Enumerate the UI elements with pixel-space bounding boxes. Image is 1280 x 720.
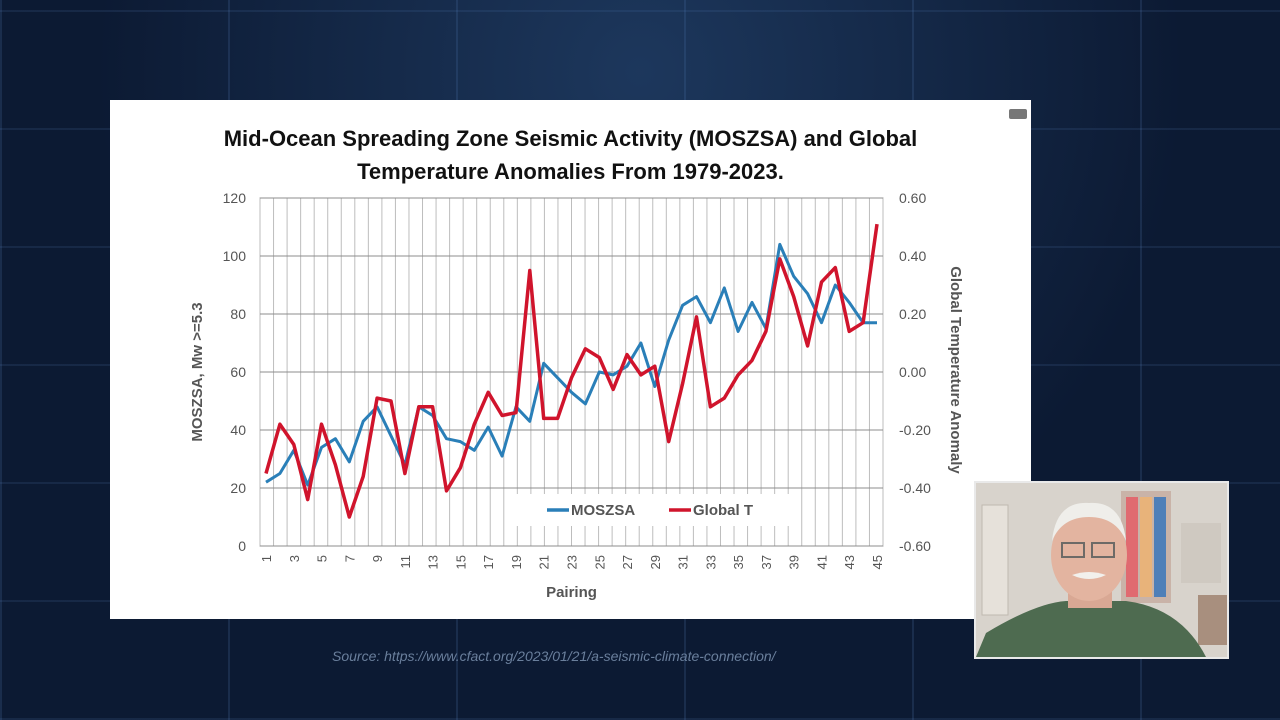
y-left-tick-label: 40 [230, 422, 246, 438]
x-tick-label: 17 [481, 555, 496, 569]
x-tick-label: 3 [287, 555, 302, 562]
chart-title: Mid-Ocean Spreading Zone Seismic Activit… [110, 122, 1031, 188]
legend-label-global-t: Global T [693, 502, 753, 519]
x-tick-label: 37 [759, 555, 774, 569]
x-tick-label: 21 [537, 555, 552, 569]
chart: 0 20 40 60 80 100 120 0.60 0.40 0.20 0.00 -0.20 -0.4… [189, 190, 964, 601]
x-tick-label: 23 [565, 555, 580, 569]
x-tick-label: 29 [648, 555, 663, 569]
x-tick-label: 1 [259, 555, 274, 562]
y-right-tick-label: -0.20 [899, 422, 931, 438]
y-right-tick-label: 0.60 [899, 190, 926, 206]
y-right-tick-label: -0.40 [899, 480, 931, 496]
presenter-video-icon [976, 483, 1227, 657]
y-right-tick-label: 0.00 [899, 364, 926, 380]
chart-title-line-2: Temperature Anomalies From 1979-2023. [357, 159, 784, 184]
y-left-tick-label: 80 [230, 306, 246, 322]
presenter-webcam [974, 481, 1229, 659]
y-left-tick-label: 0 [238, 538, 246, 554]
legend-label-moszsa: MOSZSA [571, 502, 635, 519]
x-tick-label: 7 [342, 555, 357, 562]
x-tick-label: 11 [398, 555, 413, 569]
x-tick-label: 31 [676, 555, 691, 569]
y-left-tick-label: 100 [223, 248, 247, 264]
slide: Mid-Ocean Spreading Zone Seismic Activit… [110, 100, 1031, 619]
source-caption: Source: https://www.cfact.org/2023/01/21… [332, 648, 776, 664]
x-tick-label: 41 [814, 555, 829, 569]
x-tick-label: 25 [592, 555, 607, 569]
x-tick-label: 27 [620, 555, 635, 569]
minimize-icon[interactable] [1009, 109, 1027, 119]
y-right-tick-label: -0.60 [899, 538, 931, 554]
y-left-tick-label: 20 [230, 480, 246, 496]
x-axis-title: Pairing [546, 584, 597, 601]
x-tick-label: 15 [453, 555, 468, 569]
x-tick-label: 19 [509, 555, 524, 569]
y-right-axis-title: Global Temperature Anomaly [947, 266, 964, 474]
series-line-global-t [264, 223, 879, 519]
x-tick-label: 39 [787, 555, 802, 569]
x-tick-label: 5 [315, 555, 330, 562]
y-right-tick-label: 0.20 [899, 306, 926, 322]
x-tick-label: 33 [703, 555, 718, 569]
x-tick-label: 35 [731, 555, 746, 569]
series-line-moszsa [265, 242, 877, 487]
y-left-tick-label: 60 [230, 364, 246, 380]
y-left-axis-title: MOSZSA, Mw >=5.3 [189, 302, 206, 441]
chart-title-line-1: Mid-Ocean Spreading Zone Seismic Activit… [223, 126, 918, 151]
y-left-tick-label: 120 [223, 190, 247, 206]
y-right-tick-label: 0.40 [899, 248, 926, 264]
x-tick-label: 43 [842, 555, 857, 569]
x-tick-label: 13 [426, 555, 441, 569]
x-tick-label: 9 [370, 555, 385, 562]
x-tick-label: 45 [870, 555, 885, 569]
